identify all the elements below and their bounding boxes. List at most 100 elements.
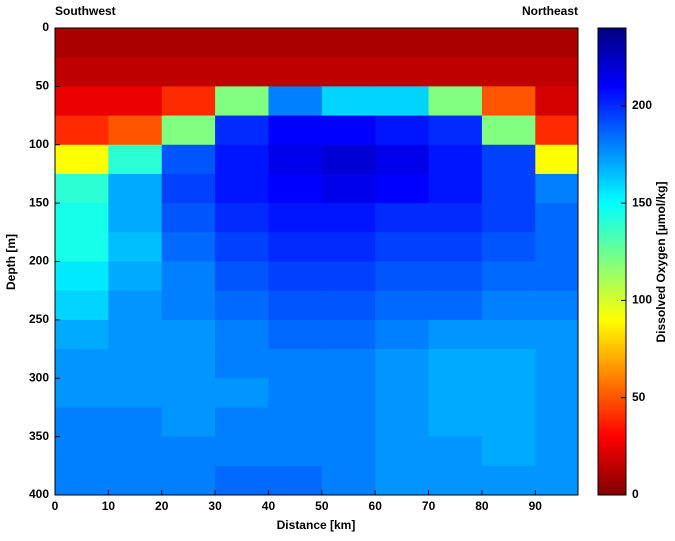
- cell: [428, 28, 483, 58]
- cell: [268, 436, 323, 467]
- cell: [215, 232, 269, 262]
- cell: [321, 232, 376, 262]
- x-tick-label: 40: [262, 499, 276, 513]
- cell: [535, 232, 579, 262]
- cell: [55, 115, 109, 146]
- cell: [481, 319, 536, 350]
- cell: [481, 290, 536, 321]
- cell: [268, 144, 323, 175]
- cell: [481, 349, 536, 379]
- cell: [108, 232, 163, 262]
- cell: [321, 465, 376, 496]
- cell: [108, 115, 163, 146]
- cell: [161, 465, 216, 496]
- x-tick-label: 50: [315, 499, 329, 513]
- cell: [535, 86, 579, 117]
- cell: [321, 436, 376, 467]
- cell: [108, 349, 163, 379]
- cell: [268, 349, 323, 379]
- cell: [215, 57, 269, 87]
- cell: [215, 86, 269, 117]
- cell: [321, 378, 376, 408]
- cell: [161, 319, 216, 350]
- cell: [108, 261, 163, 292]
- x-axis-label: Distance [km]: [277, 518, 356, 532]
- cell: [215, 203, 269, 233]
- cell: [375, 465, 430, 496]
- cell: [428, 115, 483, 146]
- cell: [428, 378, 483, 408]
- cell: [55, 378, 109, 408]
- colorbar-tick-label: 50: [632, 390, 646, 404]
- cell: [268, 203, 323, 233]
- cell: [161, 203, 216, 233]
- cell: [108, 86, 163, 117]
- cell: [481, 436, 536, 467]
- cell: [428, 144, 483, 175]
- cell: [481, 28, 536, 58]
- cell: [535, 349, 579, 379]
- cell: [161, 378, 216, 408]
- cell: [535, 173, 579, 204]
- colorbar-tick-label: 100: [632, 293, 652, 307]
- cell: [428, 319, 483, 350]
- y-tick-label: 100: [29, 137, 49, 151]
- cell: [161, 232, 216, 262]
- cell: [268, 173, 323, 204]
- cell: [535, 115, 579, 146]
- cell: [268, 319, 323, 350]
- cell: [161, 86, 216, 117]
- cell: [535, 436, 579, 467]
- cell: [535, 290, 579, 321]
- colorbar-tick-label: 0: [632, 487, 639, 501]
- cell: [108, 290, 163, 321]
- cell: [481, 57, 536, 87]
- cell: [55, 86, 109, 117]
- cell: [161, 407, 216, 438]
- cell: [481, 203, 536, 233]
- cell: [321, 115, 376, 146]
- cell: [535, 203, 579, 233]
- y-tick-label: 350: [29, 429, 49, 443]
- cell: [215, 319, 269, 350]
- cell: [321, 261, 376, 292]
- cell: [535, 57, 579, 87]
- cell: [481, 115, 536, 146]
- cell: [375, 86, 430, 117]
- colorbar: [597, 27, 627, 496]
- cell: [268, 261, 323, 292]
- cell: [375, 378, 430, 408]
- cell: [55, 173, 109, 204]
- cell: [375, 349, 430, 379]
- cell: [481, 261, 536, 292]
- cell: [321, 28, 376, 58]
- title-left: Southwest: [55, 4, 116, 18]
- cell: [215, 407, 269, 438]
- cell: [428, 173, 483, 204]
- x-tick-label: 20: [155, 499, 169, 513]
- colorbar-tick-label: 150: [632, 195, 652, 209]
- cell: [55, 465, 109, 496]
- cell: [161, 436, 216, 467]
- cell: [321, 290, 376, 321]
- cell: [55, 144, 109, 175]
- cell: [55, 319, 109, 350]
- cell: [535, 378, 579, 408]
- cell: [215, 28, 269, 58]
- cell: [535, 407, 579, 438]
- cell: [55, 436, 109, 467]
- cell: [428, 436, 483, 467]
- cell: [321, 407, 376, 438]
- cell: [268, 465, 323, 496]
- cell: [321, 349, 376, 379]
- cell: [215, 115, 269, 146]
- y-tick-label: 300: [29, 370, 49, 384]
- cell: [215, 261, 269, 292]
- cell: [375, 407, 430, 438]
- cell: [108, 173, 163, 204]
- cell: [215, 349, 269, 379]
- cell: [375, 28, 430, 58]
- cell: [108, 203, 163, 233]
- cell: [375, 57, 430, 87]
